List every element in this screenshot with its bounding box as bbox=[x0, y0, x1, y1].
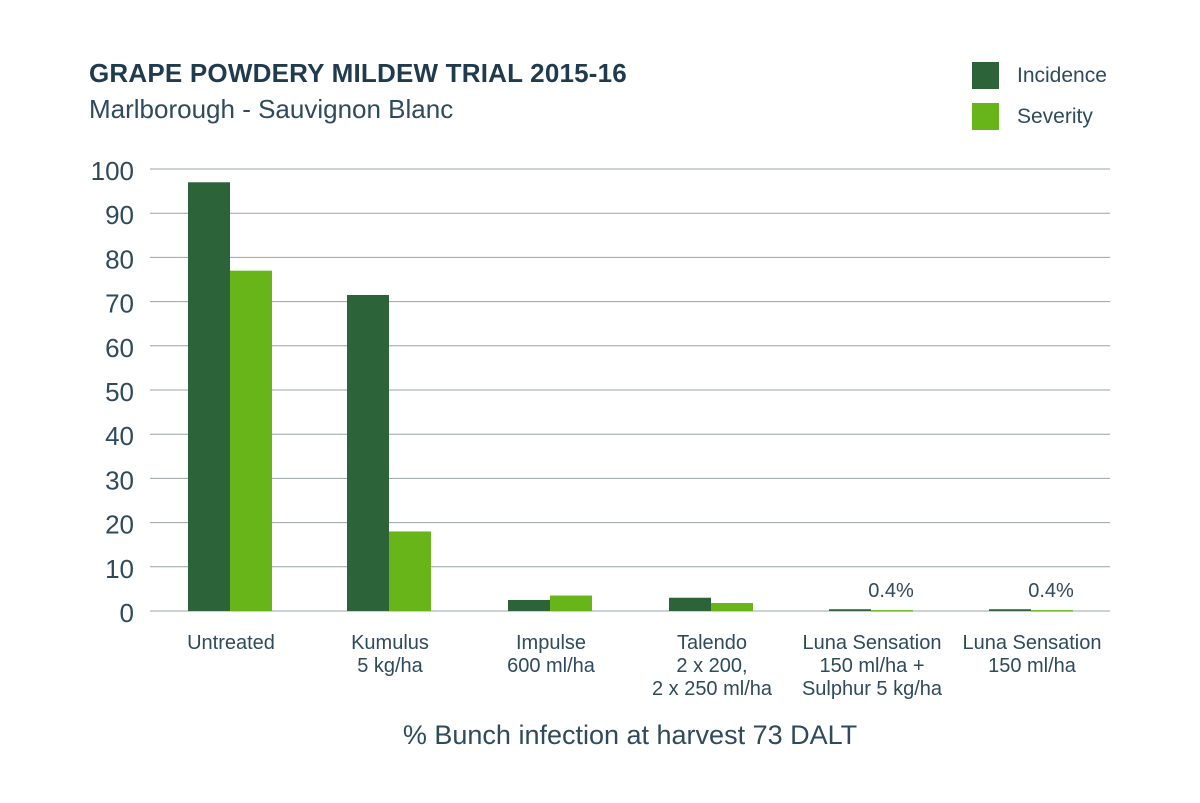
y-tick-label: 30 bbox=[105, 465, 134, 495]
bar-incidence-0 bbox=[188, 182, 230, 611]
legend-label-incidence: Incidence bbox=[1017, 64, 1107, 87]
y-tick-label: 20 bbox=[105, 510, 134, 540]
x-tick-label-line: 2 x 200, bbox=[676, 655, 747, 677]
x-tick-label-line: 150 ml/ha + bbox=[819, 655, 924, 677]
x-tick-label-line: Impulse bbox=[516, 632, 586, 654]
y-tick-label: 60 bbox=[105, 333, 134, 363]
legend-swatch-incidence bbox=[972, 62, 999, 89]
bar-severity-5 bbox=[1031, 610, 1073, 612]
bar-severity-1 bbox=[389, 531, 431, 611]
x-tick-label-line: Kumulus bbox=[351, 632, 429, 654]
x-tick-label-line: Luna Sensation bbox=[962, 632, 1101, 654]
legend-swatch-severity bbox=[972, 103, 999, 130]
x-tick-label: Kumulus 5 kg/ha bbox=[351, 632, 429, 677]
y-tick-label: 50 bbox=[105, 377, 134, 407]
x-tick-label-line: Talendo bbox=[677, 632, 747, 654]
y-tick-label: 40 bbox=[105, 421, 134, 451]
x-tick-label-line: 5 kg/ha bbox=[357, 655, 423, 677]
bar-incidence-3 bbox=[669, 597, 711, 611]
y-tick-label: 0 bbox=[120, 598, 134, 628]
x-tick-label-line: 150 ml/ha bbox=[988, 655, 1077, 677]
bar-severity-0 bbox=[230, 270, 272, 611]
x-tick-label-line: 600 ml/ha bbox=[507, 655, 596, 677]
bar-incidence-5 bbox=[989, 609, 1031, 611]
x-tick-label: Luna Sensation 150 ml/ha + Sulphur 5 kg/ha bbox=[802, 632, 943, 700]
y-tick-label: 10 bbox=[105, 554, 134, 584]
legend-label-severity: Severity bbox=[1017, 105, 1093, 128]
bar-incidence-4 bbox=[829, 609, 871, 611]
x-tick-label: Luna Sensation 150 ml/ha bbox=[962, 632, 1101, 677]
x-axis-title: % Bunch infection at harvest 73 DALT bbox=[402, 720, 858, 750]
x-tick-label-line: Untreated bbox=[187, 632, 275, 654]
bar-incidence-1 bbox=[347, 294, 389, 611]
y-tick-label: 100 bbox=[91, 156, 134, 186]
data-label: 0.4% bbox=[1028, 580, 1074, 602]
y-tick-label: 70 bbox=[105, 289, 134, 319]
bar-severity-3 bbox=[711, 603, 753, 611]
bar-severity-4 bbox=[871, 610, 913, 612]
x-tick-label: Untreated bbox=[187, 632, 275, 654]
x-tick-label-line: Sulphur 5 kg/ha bbox=[802, 678, 943, 700]
bar-incidence-2 bbox=[508, 599, 550, 611]
chart-subtitle: Marlborough - Sauvignon Blanc bbox=[89, 94, 454, 124]
chart-title: GRAPE POWDERY MILDEW TRIAL 2015-16 bbox=[89, 58, 627, 88]
y-tick-label: 90 bbox=[105, 200, 134, 230]
bar-severity-2 bbox=[550, 595, 592, 611]
x-tick-label: Impulse 600 ml/ha bbox=[507, 632, 596, 677]
y-tick-label: 80 bbox=[105, 244, 134, 274]
data-label: 0.4% bbox=[868, 580, 914, 602]
x-tick-label-line: 2 x 250 ml/ha bbox=[652, 678, 773, 700]
x-tick-label: Talendo 2 x 200, 2 x 250 ml/ha bbox=[652, 632, 773, 700]
x-tick-label-line: Luna Sensation bbox=[802, 632, 941, 654]
